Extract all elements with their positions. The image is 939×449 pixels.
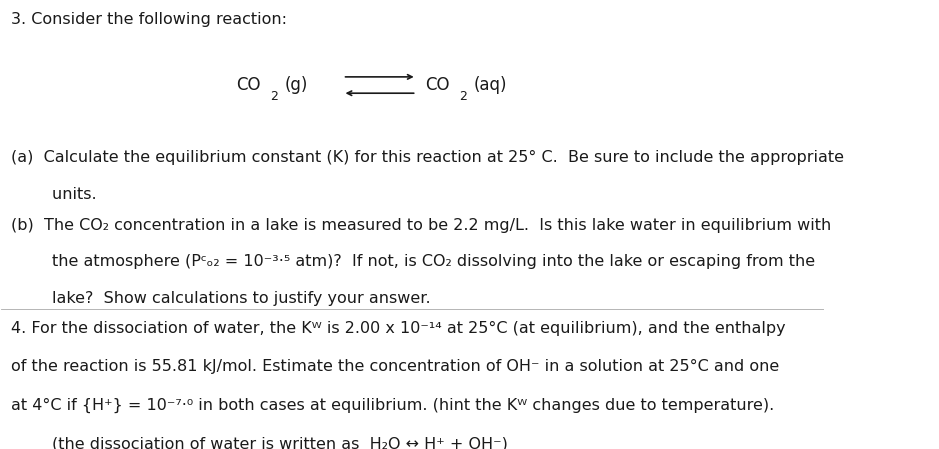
- Text: of the reaction is 55.81 kJ/mol. Estimate the concentration of OH⁻ in a solution: of the reaction is 55.81 kJ/mol. Estimat…: [11, 359, 779, 374]
- Text: CO: CO: [424, 76, 450, 94]
- Text: 3. Consider the following reaction:: 3. Consider the following reaction:: [11, 12, 287, 26]
- Text: units.: units.: [11, 187, 97, 202]
- Text: 4. For the dissociation of water, the Kᵂ is 2.00 x 10⁻¹⁴ at 25°C (at equilibrium: 4. For the dissociation of water, the Kᵂ…: [11, 321, 786, 335]
- Text: (b)  The CO₂ concentration in a lake is measured to be 2.2 mg/L.  Is this lake w: (b) The CO₂ concentration in a lake is m…: [11, 218, 832, 233]
- Text: (g): (g): [285, 76, 308, 94]
- Text: CO: CO: [236, 76, 260, 94]
- Text: (aq): (aq): [473, 76, 507, 94]
- Text: the atmosphere (Pᶜₒ₂ = 10⁻³⋅⁵ atm)?  If not, is CO₂ dissolving into the lake or : the atmosphere (Pᶜₒ₂ = 10⁻³⋅⁵ atm)? If n…: [11, 255, 815, 269]
- Text: (a)  Calculate the equilibrium constant (K) for this reaction at 25° C.  Be sure: (a) Calculate the equilibrium constant (…: [11, 150, 844, 165]
- Text: (the dissociation of water is written as  H₂O ↔ H⁺ + OH⁻): (the dissociation of water is written as…: [11, 437, 508, 449]
- Text: lake?  Show calculations to justify your answer.: lake? Show calculations to justify your …: [11, 291, 431, 306]
- Text: 2: 2: [459, 89, 468, 102]
- Text: at 4°C if {H⁺} = 10⁻⁷⋅⁰ in both cases at equilibrium. (hint the Kᵂ changes due t: at 4°C if {H⁺} = 10⁻⁷⋅⁰ in both cases at…: [11, 398, 775, 413]
- Text: 2: 2: [270, 89, 278, 102]
